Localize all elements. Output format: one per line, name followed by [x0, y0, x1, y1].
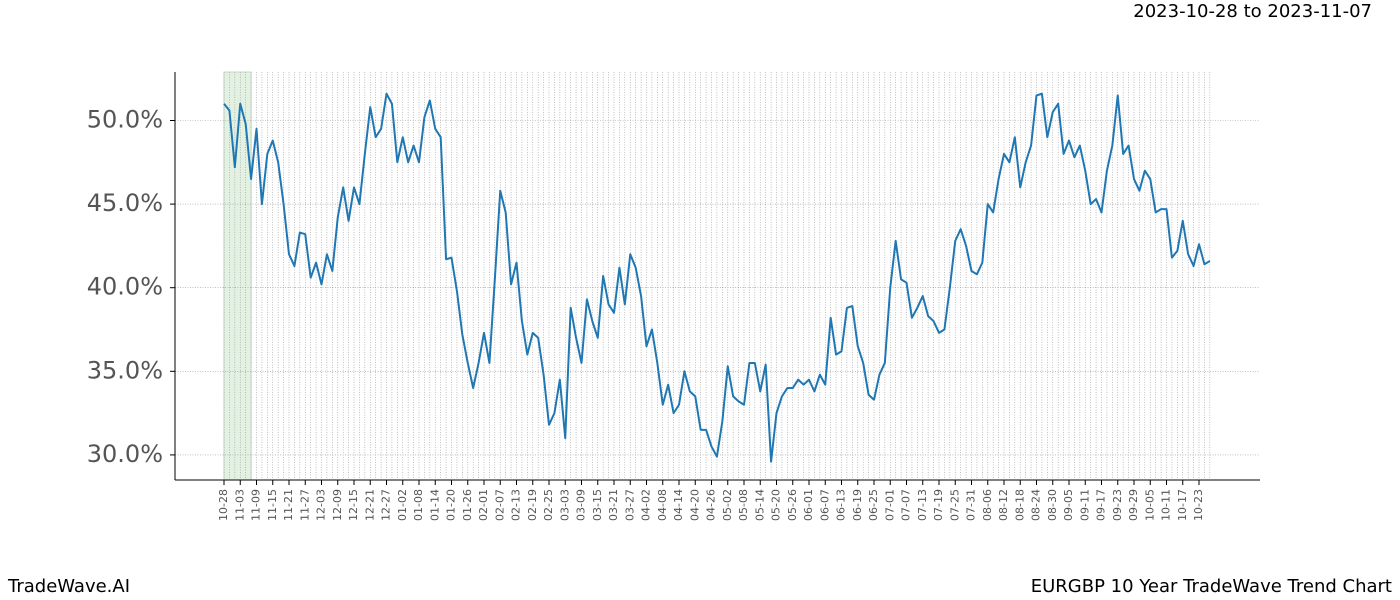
x-tick-label: 09-23 [1111, 489, 1124, 521]
x-tick-label: 06-25 [867, 489, 880, 521]
y-tick-label: 35.0% [87, 356, 163, 384]
x-tick-label: 02-01 [477, 489, 490, 521]
x-tick-label: 01-26 [461, 489, 474, 521]
x-tick-label: 11-15 [266, 489, 279, 521]
y-tick-label: 30.0% [87, 440, 163, 468]
x-tick-label: 10-17 [1176, 489, 1189, 521]
x-tick-label: 08-06 [981, 489, 994, 521]
x-tick-label: 04-14 [672, 489, 685, 521]
x-tick-label: 05-02 [721, 489, 734, 521]
x-tick-label: 01-08 [412, 489, 425, 521]
x-tick-label: 04-20 [688, 489, 701, 521]
x-tick-label: 11-27 [298, 489, 311, 521]
x-tick-label: 03-21 [607, 489, 620, 521]
x-tick-label: 12-03 [315, 489, 328, 521]
x-tick-label: 05-20 [770, 489, 783, 521]
x-tick-label: 02-07 [493, 489, 506, 521]
x-tick-label: 02-13 [510, 489, 523, 521]
x-tick-label: 09-11 [1078, 489, 1091, 521]
brand: TradeWave.AI [7, 576, 130, 597]
x-tick-label: 03-09 [575, 489, 588, 521]
x-tick-label: 01-20 [445, 489, 458, 521]
chart-title: EURGBP 10 Year TradeWave Trend Chart [1031, 576, 1392, 597]
x-tick-label: 05-26 [786, 489, 799, 521]
x-tick-label: 10-23 [1192, 489, 1205, 521]
x-tick-label: 03-15 [591, 489, 604, 521]
x-tick-label: 10-28 [217, 489, 230, 521]
x-tick-label: 08-12 [997, 489, 1010, 521]
x-tick-label: 01-02 [396, 489, 409, 521]
x-tick-label: 02-19 [526, 489, 539, 521]
date-range: 2023-10-28 to 2023-11-07 [1133, 1, 1372, 22]
x-tick-label: 12-27 [380, 489, 393, 521]
x-tick-label: 07-07 [900, 489, 913, 521]
x-tick-label: 07-13 [916, 489, 929, 521]
x-tick-label: 07-01 [883, 489, 896, 521]
x-tick-label: 03-03 [558, 489, 571, 521]
x-tick-label: 09-05 [1062, 489, 1075, 521]
x-tick-label: 10-11 [1160, 489, 1173, 521]
y-tick-label: 40.0% [87, 273, 163, 301]
x-tick-label: 05-14 [753, 489, 766, 521]
x-tick-label: 12-15 [347, 489, 360, 521]
x-tick-label: 08-24 [1030, 489, 1043, 521]
x-tick-label: 04-26 [705, 489, 718, 521]
x-tick-label: 07-31 [965, 489, 978, 521]
y-tick-label: 45.0% [87, 189, 163, 217]
x-tick-label: 06-19 [851, 489, 864, 521]
x-tick-label: 05-08 [737, 489, 750, 521]
x-tick-label: 04-08 [656, 489, 669, 521]
x-tick-label: 06-13 [835, 489, 848, 521]
x-tick-label: 01-14 [428, 489, 441, 521]
x-tick-label: 12-09 [331, 489, 344, 521]
x-tick-label: 03-27 [623, 489, 636, 521]
x-tick-label: 07-25 [948, 489, 961, 521]
x-tick-label: 09-17 [1095, 489, 1108, 521]
x-tick-label: 08-30 [1046, 489, 1059, 521]
y-tick-label: 50.0% [87, 105, 163, 133]
x-tick-label: 12-21 [363, 489, 376, 521]
x-tick-label: 02-25 [542, 489, 555, 521]
price-line [223, 92, 1211, 463]
x-tick-label: 11-21 [282, 489, 295, 521]
x-tick-label: 06-07 [818, 489, 831, 521]
x-tick-label: 11-03 [233, 489, 246, 521]
x-tick-label: 08-18 [1013, 489, 1026, 521]
x-tick-label: 09-29 [1127, 489, 1140, 521]
x-tick-label: 06-01 [802, 489, 815, 521]
x-tick-label: 07-19 [932, 489, 945, 521]
x-tick-label: 04-02 [640, 489, 653, 521]
x-tick-label: 11-09 [250, 489, 263, 521]
x-tick-label: 10-05 [1143, 489, 1156, 521]
